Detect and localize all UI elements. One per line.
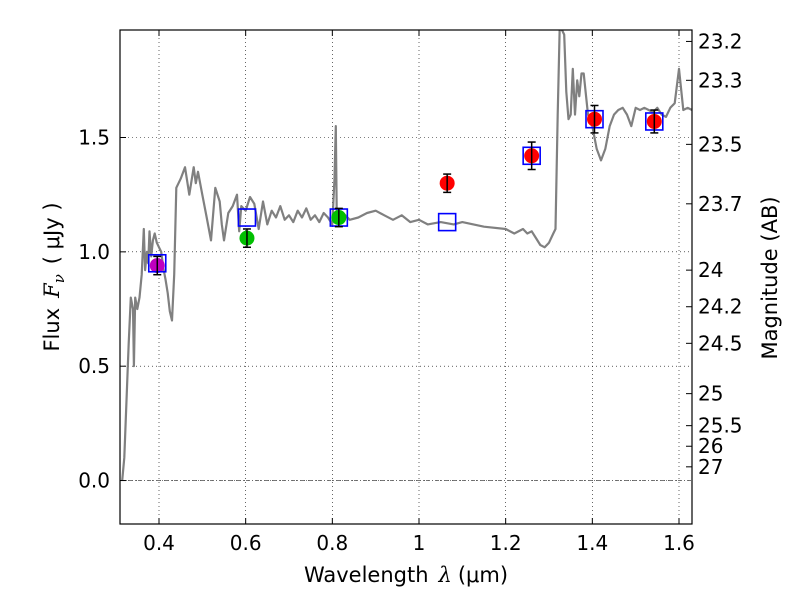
error-bar	[334, 207, 343, 228]
x-tick-label: 0.4	[143, 531, 175, 555]
model-flux-square	[437, 212, 457, 232]
plot-frame	[119, 29, 693, 525]
x-tick-label: 1.2	[490, 531, 522, 555]
error-bar	[590, 104, 599, 134]
magnitude-tick-label: 23.7	[698, 192, 743, 216]
template-spectrum	[121, 30, 692, 481]
x-axis-label: Wavelength λ (μm)	[304, 563, 508, 587]
x-tick-label: 1.6	[663, 531, 695, 555]
magnitude-tick-label: 23.3	[698, 68, 743, 92]
magnitude-axis-label: Magnitude (AB)	[758, 196, 782, 359]
error-bar	[527, 141, 536, 171]
template-spectrum-line	[121, 30, 692, 481]
error-bar	[242, 228, 251, 249]
x-tick-label: 0.6	[230, 531, 262, 555]
magnitude-tick-label: 25.5	[698, 414, 743, 438]
magnitude-tick-label: 25	[698, 382, 723, 406]
y-tick-label: 0.5	[78, 354, 110, 378]
photometry-markers	[147, 104, 664, 276]
magnitude-tick-label: 23.5	[698, 132, 743, 156]
y-tick-label: 1.0	[78, 240, 110, 264]
error-bar	[650, 109, 659, 134]
y-tick-label: 0.0	[78, 469, 110, 493]
magnitude-tick-label: 24	[698, 258, 723, 282]
error-bar	[153, 255, 162, 276]
magnitude-tick-label: 24.5	[698, 331, 743, 355]
x-tick-label: 0.8	[316, 531, 348, 555]
magnitude-tick-label: 23.2	[698, 29, 743, 53]
error-bar	[443, 173, 452, 194]
y-tick-label: 1.5	[78, 125, 110, 149]
x-tick-label: 1.4	[576, 531, 608, 555]
x-tick-label: 1	[413, 531, 426, 555]
y-axis-label: FluxFν( μJy )	[40, 202, 68, 351]
model-flux-square	[237, 208, 257, 227]
x-axis-ticks: 0.4 0.6 0.8 1 1.2 1.4 1.6	[143, 30, 695, 555]
magnitude-tick-label: 24.2	[698, 295, 743, 319]
grid-lines	[120, 30, 692, 524]
magnitude-tick-label: 26	[698, 434, 723, 458]
y-axis-ticks: 0.0 0.5 1.0 1.5	[78, 125, 126, 493]
magnitude-tick-label: 27	[698, 455, 723, 479]
